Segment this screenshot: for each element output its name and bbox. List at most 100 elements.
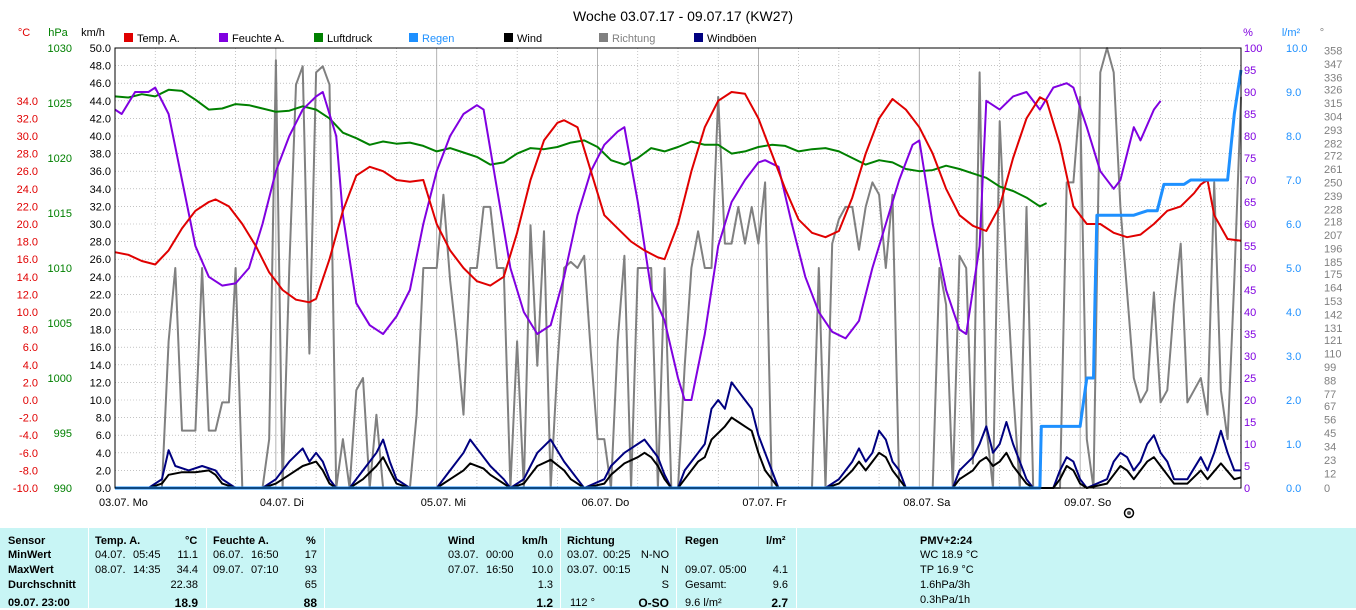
direction-tick-label: 196 (1324, 243, 1342, 255)
day-label: 08.07. Sa (903, 497, 951, 509)
humidity-tick-label: 40 (1244, 307, 1256, 319)
temp-tick-label: -6.0 (19, 448, 38, 460)
temp-tick-label: 14.0 (17, 272, 38, 284)
humidity-max-date: 09.07. (213, 564, 244, 576)
direction-tick-label: 250 (1324, 177, 1342, 189)
wind-tick-label: 22.0 (90, 289, 111, 301)
wind-tick-label: 18.0 (90, 325, 111, 337)
direction-now-degrees: 112 ° (570, 597, 595, 609)
humidity-tick-label: 80 (1244, 131, 1256, 143)
direction-tick-label: 23 (1324, 455, 1336, 467)
pressure-tick-label: 1020 (48, 153, 72, 165)
direction-tick-label: 77 (1324, 389, 1336, 401)
sensor-header: Sensor (8, 535, 46, 547)
temp-tick-label: 24.0 (17, 184, 38, 196)
wind-tick-label: 42.0 (90, 113, 111, 125)
direction-tick-label: 0 (1324, 483, 1330, 495)
humidity-tick-label: 5 (1244, 461, 1250, 473)
wind-min-time: 00:00 (486, 549, 514, 561)
row-now-label: 09.07. 23:00 (8, 597, 70, 609)
temp-tick-label: 4.0 (23, 360, 38, 372)
legend-swatch (314, 33, 323, 42)
wind-max-value: 10.0 (531, 564, 553, 576)
direction-tick-label: 56 (1324, 415, 1336, 427)
pressure-tick-label: 995 (54, 428, 72, 440)
humidity-unit-label: % (1243, 27, 1253, 39)
pressure-tick-label: 1030 (48, 43, 72, 55)
direction-header: Richtung (567, 535, 615, 547)
direction-tick-label: 207 (1324, 230, 1342, 242)
humidity-min-value: 17 (304, 549, 317, 561)
rain-unit-label: l/m² (1282, 27, 1301, 39)
temp-avg-value: 22.38 (170, 579, 198, 591)
humidity-unit: % (306, 535, 316, 547)
wind-tick-label: 36.0 (90, 166, 111, 178)
wind-unit-label: km/h (81, 27, 105, 39)
temp-max-date: 08.07. (95, 564, 126, 576)
wind-min-date: 03.07. (448, 549, 479, 561)
rain-unit: l/m² (766, 535, 786, 547)
temp-tick-label: 30.0 (17, 131, 38, 143)
legend-label: Richtung (612, 33, 655, 45)
wind-tick-label: 48.0 (90, 61, 111, 73)
pmv-line: 0.3hPa/1h (920, 594, 971, 606)
direction-avg-value: S (661, 579, 669, 591)
humidity-line (114, 82, 1162, 401)
humidity-tick-label: 90 (1244, 87, 1256, 99)
weather-chart: Woche 03.07.17 - 09.07.17 (KW27) °C hPa … (13, 8, 1342, 519)
wind-tick-label: 32.0 (90, 201, 111, 213)
wind-tick-label: 14.0 (90, 360, 111, 372)
humidity-tick-label: 65 (1244, 197, 1256, 209)
temp-tick-label: 18.0 (17, 237, 38, 249)
pressure-line (114, 88, 1048, 208)
direction-tick-label: 272 (1324, 151, 1342, 163)
direction-tick-label: 218 (1324, 217, 1342, 229)
direction-tick-label: 88 (1324, 375, 1336, 387)
legend: Temp. A. Feuchte A. Luftdruck Regen Wind Rich… (124, 33, 757, 45)
humidity-tick-label: 35 (1244, 329, 1256, 341)
rain-max-time: 05:00 (719, 564, 747, 576)
direction-tick-label: 131 (1324, 323, 1342, 335)
direction-tick-label: 67 (1324, 401, 1336, 413)
temp-tick-label: 28.0 (17, 149, 38, 161)
legend-label: Wind (517, 33, 542, 45)
humidity-max-time: 07:10 (251, 564, 279, 576)
pressure-tick-label: 990 (54, 483, 72, 495)
day-label: 09.07. So (1064, 497, 1111, 509)
temp-unit-label: °C (18, 27, 30, 39)
humidity-tick-label: 10 (1244, 439, 1256, 451)
wind-tick-label: 46.0 (90, 78, 111, 90)
day-label: 06.07. Do (582, 497, 630, 509)
humidity-tick-label: 50 (1244, 263, 1256, 275)
gridlines (115, 47, 1241, 489)
humidity-tick-label: 70 (1244, 175, 1256, 187)
rain-max-value: 4.1 (772, 564, 788, 576)
temp-tick-label: -2.0 (19, 413, 38, 425)
legend-label: Feuchte A. (232, 33, 285, 45)
direction-max-value: N (661, 564, 669, 576)
rain-now-label: 9.6 l/m² (685, 597, 722, 609)
legend-swatch (219, 33, 228, 42)
wind-tick-label: 44.0 (90, 96, 111, 108)
direction-tick-label: 121 (1324, 335, 1342, 347)
wind-max-date: 07.07. (448, 564, 479, 576)
direction-tick-label: 336 (1324, 72, 1342, 84)
temp-tick-label: 12.0 (17, 289, 38, 301)
temp-unit: °C (185, 535, 198, 547)
direction-tick-label: 12 (1324, 468, 1336, 480)
temp-tick-label: 6.0 (23, 342, 38, 354)
row-min-label: MinWert (8, 549, 52, 561)
rain-total-label: Gesamt: (685, 579, 727, 591)
temp-tick-label: 16.0 (17, 254, 38, 266)
direction-tick-label: 110 (1324, 349, 1342, 361)
row-avg-label: Durchschnitt (8, 579, 76, 591)
rain-tick-label: 6.0 (1286, 219, 1301, 231)
rain-total-value: 9.6 (772, 579, 788, 591)
day-label: 07.07. Fr (742, 497, 786, 509)
wind-tick-label: 34.0 (90, 184, 111, 196)
temp-tick-label: 26.0 (17, 166, 38, 178)
wind-unit: km/h (522, 535, 548, 547)
rain-line (115, 69, 1243, 490)
rain-header: Regen (685, 535, 719, 547)
wind-tick-label: 24.0 (90, 272, 111, 284)
